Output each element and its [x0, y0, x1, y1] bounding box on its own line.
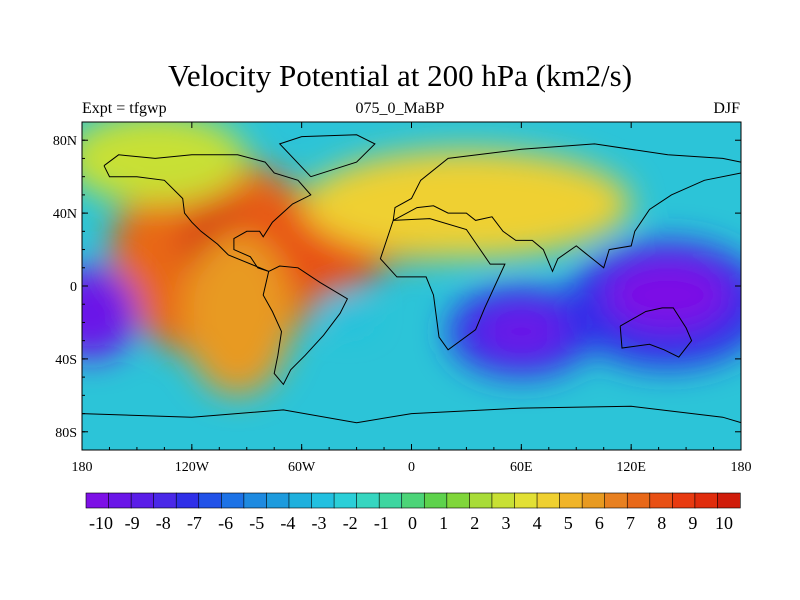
- colorbar-swatch: [266, 492, 290, 509]
- colorbar-label: 4: [533, 513, 542, 533]
- velocity-potential-field: [82, 122, 741, 450]
- colorbar-label: -10: [89, 513, 113, 533]
- plot-title: Velocity Potential at 200 hPa (km2/s): [167, 58, 633, 93]
- x-tick-label: 60E: [510, 460, 533, 475]
- colorbar-label: 0: [408, 513, 417, 533]
- colorbar-swatch: [423, 492, 448, 509]
- colorbar-label: 3: [501, 513, 510, 533]
- colorbar-label: 1: [439, 513, 448, 533]
- field-blob-12: [82, 267, 137, 359]
- colorbar-label: -9: [125, 513, 140, 533]
- coastline-segment-4: [619, 307, 693, 358]
- x-tick-label: 120W: [175, 460, 210, 475]
- y-tick-label: 40N: [53, 207, 77, 222]
- colorbar-swatch: [604, 492, 628, 509]
- coastline-segment-6: [82, 405, 741, 450]
- coastlines: [82, 134, 741, 450]
- colorbar-swatch: [198, 492, 222, 509]
- colorbar-swatch: [626, 492, 651, 509]
- colorbar-label: 2: [470, 513, 479, 533]
- field-blob-9: [475, 304, 568, 359]
- colorbar-swatch: [469, 492, 493, 509]
- colorbar-swatch: [311, 492, 335, 509]
- colorbar-label: -6: [218, 513, 233, 533]
- colorbar-swatch: [221, 492, 245, 509]
- colorbar-label: 10: [715, 513, 733, 533]
- colorbar-swatch: [333, 492, 358, 509]
- longitude-axis: 180 120W 60W 0 60E 120E 180: [72, 122, 752, 475]
- colorbar-swatch: [356, 492, 380, 509]
- latitude-axis: 80N 40N 0 40S 80S: [53, 121, 741, 451]
- colorbar-swatch: [672, 492, 696, 509]
- colorbar-swatch: [514, 492, 538, 509]
- colorbar-label: 7: [626, 513, 635, 533]
- colorbar-swatch: [694, 492, 719, 509]
- colorbar-label: 9: [688, 513, 697, 533]
- colorbar-label: -5: [249, 513, 264, 533]
- coastline-segment-2: [379, 218, 506, 351]
- colorbar: -10 -9 -8 -7 -6 -5 -4 -3 -2 -1 0 1 2 3 4 5 6 7 8 9 10: [85, 492, 741, 533]
- colorbar-swatch: [401, 492, 425, 509]
- colorbar-label: 8: [657, 513, 666, 533]
- colorbar-swatch: [491, 492, 516, 509]
- x-tick-label: 60W: [288, 460, 316, 475]
- colorbar-swatch: [559, 492, 583, 509]
- colorbar-label: -3: [312, 513, 327, 533]
- x-tick-label: 180: [72, 460, 93, 475]
- colorbar-label: 6: [595, 513, 604, 533]
- x-tick-label: 180: [731, 460, 752, 475]
- field-blob-5: [182, 231, 293, 396]
- colorbar-label: -7: [187, 513, 202, 533]
- colorbar-swatch: [378, 492, 403, 509]
- field-blob-7: [82, 122, 247, 204]
- colorbar-swatch: [153, 492, 177, 509]
- coastline-segment-3: [392, 143, 741, 273]
- coastline-segment-1: [262, 265, 349, 386]
- colorbar-swatch: [581, 492, 606, 509]
- x-tick-label: 120E: [616, 460, 646, 475]
- experiment-label: Expt = tfgwp: [82, 100, 167, 117]
- colorbar-swatch: [446, 492, 470, 509]
- field-blob-6: [301, 149, 632, 259]
- colorbar-swatch: [717, 492, 741, 509]
- colorbar-label: -8: [156, 513, 171, 533]
- colorbar-swatch: [85, 492, 110, 509]
- y-tick-label: 40S: [55, 353, 77, 368]
- coastline-segment-5: [278, 134, 376, 178]
- x-tick-label: 0: [408, 460, 415, 475]
- colorbar-swatch: [536, 492, 561, 509]
- colorbar-label: -1: [374, 513, 389, 533]
- y-tick-label: 80N: [53, 134, 77, 149]
- colorbar-label: 5: [564, 513, 573, 533]
- colorbar-label: -2: [343, 513, 358, 533]
- season-label: DJF: [713, 100, 740, 117]
- colorbar-swatch: [108, 492, 132, 509]
- colorbar-label: -4: [280, 513, 295, 533]
- colorbar-swatch: [130, 492, 155, 509]
- colorbar-swatch: [175, 492, 200, 509]
- y-tick-label: 0: [70, 280, 77, 295]
- field-blob-11: [603, 258, 732, 332]
- colorbar-swatch: [649, 492, 673, 509]
- field-blob-13: [325, 298, 370, 328]
- run-label: 075_0_MaBP: [355, 100, 445, 117]
- colorbar-swatch: [243, 492, 268, 509]
- coastline-segment-0: [103, 154, 312, 272]
- y-tick-label: 80S: [55, 426, 77, 441]
- colorbar-swatch: [288, 492, 313, 509]
